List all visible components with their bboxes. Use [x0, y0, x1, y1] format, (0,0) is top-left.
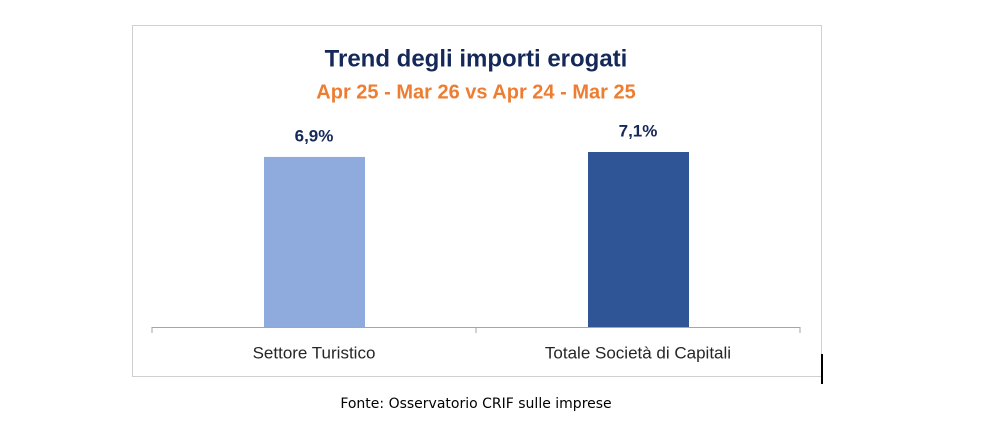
x-tick-label: Settore Turistico: [253, 343, 376, 362]
source-note: Fonte: Osservatorio CRIF sulle imprese: [340, 396, 611, 412]
x-tick-label: Totale Società di Capitali: [545, 343, 731, 362]
value-label: 7,1%: [619, 121, 658, 140]
chart-subtitle: Apr 25 - Mar 26 vs Apr 24 - Mar 25: [316, 81, 635, 103]
bar: [264, 156, 365, 327]
chart-frame: [132, 25, 822, 377]
chart-title: Trend degli importi erogati: [325, 45, 628, 72]
value-label: 6,9%: [295, 126, 334, 145]
bar: [588, 152, 689, 327]
